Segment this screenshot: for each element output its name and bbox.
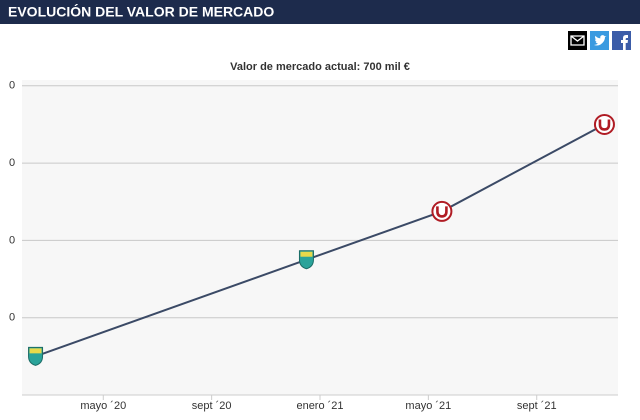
header-title: EVOLUCIÓN DEL VALOR DE MERCADO	[8, 3, 274, 20]
plot-area	[22, 80, 618, 395]
badge-top	[29, 348, 42, 354]
x-tick-label: sept ´21	[517, 400, 557, 412]
y-tick-label: 0	[9, 312, 15, 324]
chart-subtitle: Valor de mercado actual: 700 mil €	[230, 61, 410, 73]
line	[35, 123, 605, 358]
x-tick-label: sept ´20	[192, 400, 232, 412]
badge-u	[436, 206, 448, 218]
header-bar	[0, 0, 640, 24]
x-tick-label: mayo ´21	[405, 400, 451, 412]
y-tick-label: 0	[9, 80, 15, 92]
share-facebook[interactable]	[612, 31, 631, 50]
share-twitter[interactable]	[590, 31, 609, 50]
club-marker	[431, 200, 453, 222]
y-tick-label: 0	[9, 157, 15, 169]
y-tick-label: 0	[9, 234, 15, 246]
club-marker	[298, 250, 314, 270]
x-tick-label: enero ´21	[296, 400, 343, 412]
badge-top	[300, 251, 313, 257]
club-marker	[593, 113, 615, 135]
badge-circle	[593, 113, 615, 135]
badge-u	[598, 119, 611, 131]
x-tick-label: mayo ´20	[80, 400, 126, 412]
club-marker	[28, 346, 44, 366]
badge-circle	[431, 200, 453, 222]
share-mail[interactable]	[568, 31, 587, 50]
